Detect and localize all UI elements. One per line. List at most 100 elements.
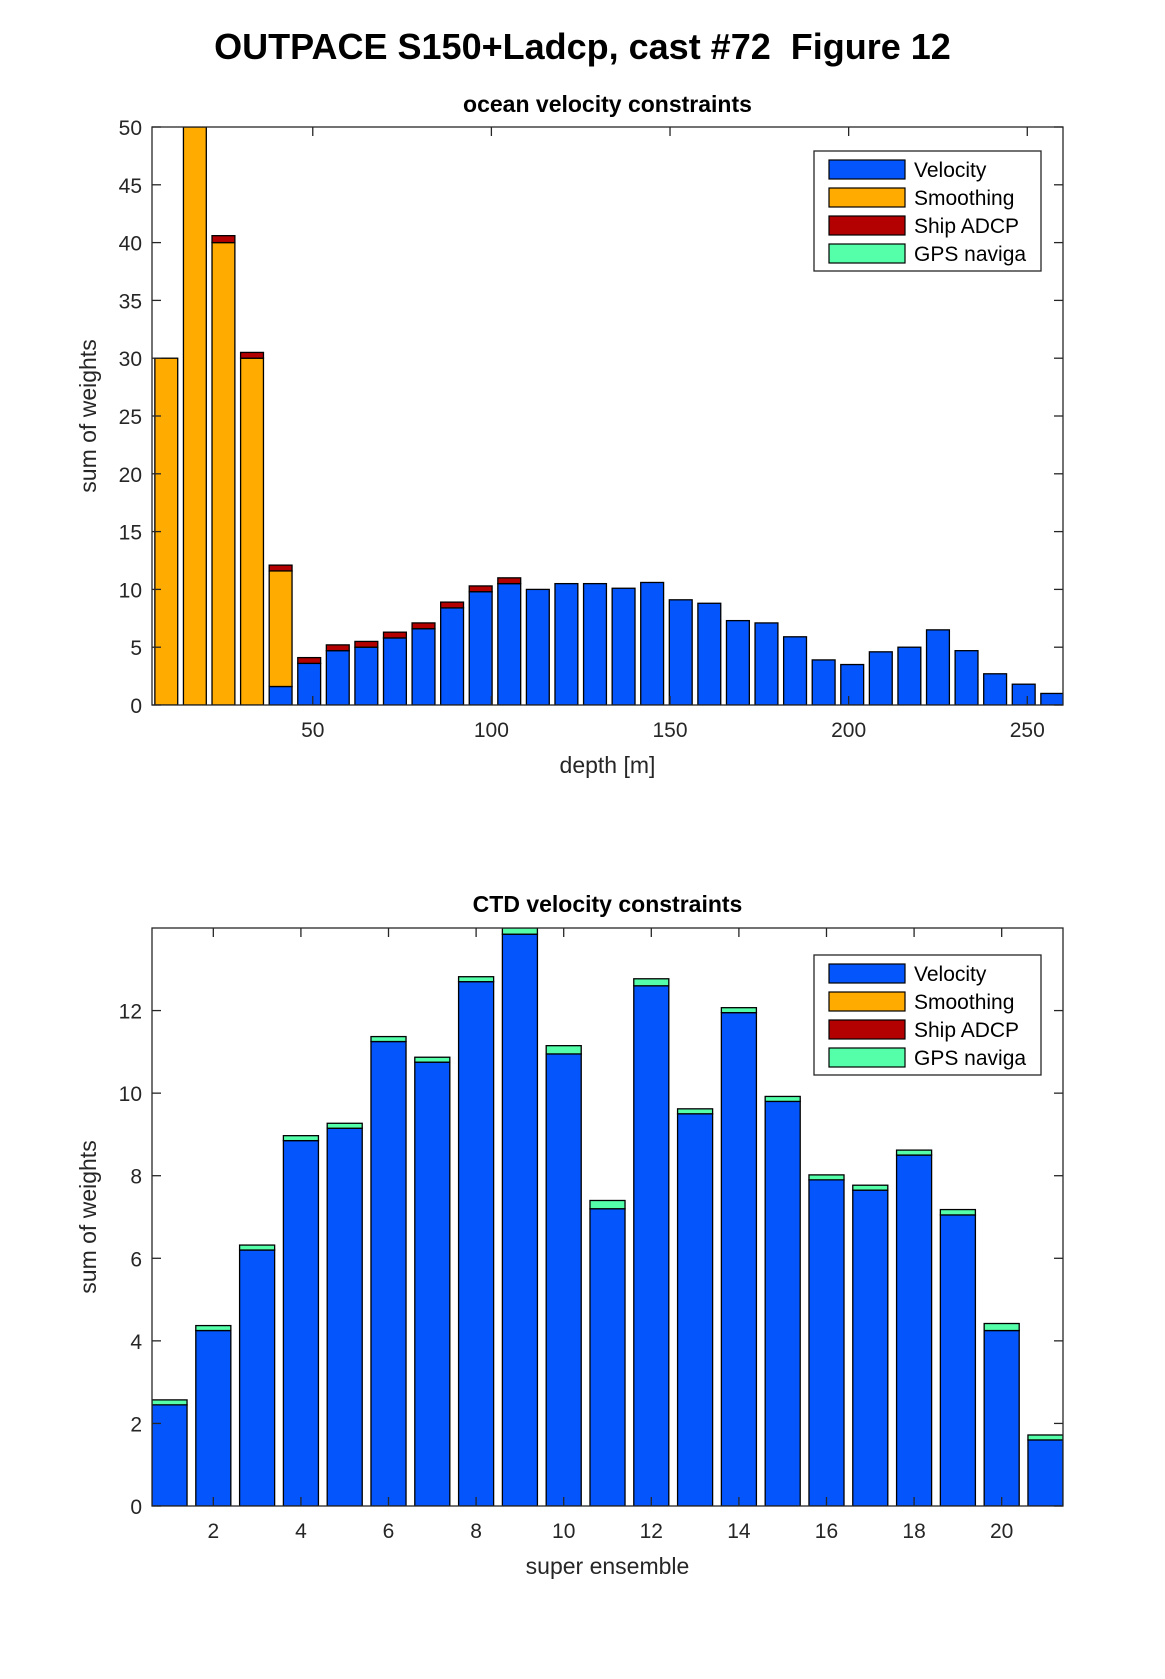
- x-axis-label: super ensemble: [526, 1553, 690, 1579]
- y-tick-label: 20: [119, 464, 142, 487]
- legend-swatch: [828, 159, 906, 180]
- bar-gps-navigation: [808, 1174, 845, 1181]
- bar-smoothing: [211, 241, 236, 705]
- x-axis-label: depth [m]: [560, 752, 656, 778]
- bar-gps-navigation: [282, 1135, 320, 1142]
- x-tick-label: 18: [902, 1520, 925, 1543]
- y-axis-label: sum of weights: [75, 339, 101, 492]
- bar-ship-adcp: [497, 577, 522, 585]
- bar-velocity: [501, 933, 539, 1506]
- bar-velocity: [852, 1189, 889, 1506]
- bar-gps-navigation: [983, 1322, 1020, 1332]
- bar-velocity: [611, 587, 636, 705]
- bar-gps-navigation: [195, 1324, 232, 1332]
- bar-gps-navigation: [764, 1095, 801, 1103]
- legend: Velocity Smoothing Ship ADCP GPS naviga: [813, 954, 1042, 1076]
- bar-gps-navigation: [545, 1045, 582, 1055]
- bar-gps-navigation: [152, 1399, 188, 1406]
- bar-velocity: [764, 1100, 801, 1506]
- figure-title: OUTPACE S150+Ladcp, cast #72 Figure 12: [214, 26, 951, 67]
- bar-gps-navigation: [676, 1108, 714, 1115]
- bar-velocity: [457, 981, 495, 1506]
- legend-entry: Smoothing: [914, 991, 1014, 1014]
- bar-velocity: [640, 581, 665, 705]
- bar-velocity: [983, 1329, 1020, 1506]
- bar-velocity: [725, 619, 750, 705]
- bars: [152, 928, 1063, 1506]
- x-tick-label: 250: [1010, 719, 1045, 742]
- bar-gps-navigation: [501, 928, 539, 935]
- bar-ship-adcp: [411, 622, 436, 630]
- bar-velocity: [545, 1053, 582, 1506]
- bar-velocity: [676, 1113, 714, 1506]
- bar-velocity: [840, 663, 865, 705]
- x-tick-label: 14: [727, 1520, 751, 1543]
- y-tick-label: 5: [130, 637, 142, 660]
- bar-velocity: [326, 1127, 363, 1506]
- bar-ship-adcp: [211, 235, 236, 244]
- legend-entry: Ship ADCP: [914, 1019, 1019, 1042]
- bar-ship-adcp: [354, 640, 379, 648]
- y-axis-label: sum of weights: [75, 1140, 101, 1293]
- x-tick-label: 16: [815, 1520, 838, 1543]
- y-tick-label: 25: [119, 406, 142, 429]
- bar-smoothing: [239, 357, 265, 705]
- x-tick-label: 10: [552, 1520, 575, 1543]
- bar-velocity: [754, 622, 779, 705]
- bar-gps-navigation: [457, 976, 495, 983]
- bar-gps-navigation: [326, 1122, 363, 1129]
- legend-entry: GPS naviga: [914, 1047, 1026, 1070]
- bar-velocity: [668, 599, 693, 705]
- bar-gps-navigation: [1027, 1434, 1063, 1441]
- axes-title: ocean velocity constraints: [463, 91, 752, 117]
- bar-velocity: [195, 1329, 232, 1506]
- bar-velocity: [152, 1404, 188, 1506]
- bar-velocity: [582, 582, 608, 705]
- y-tick-label: 15: [119, 522, 142, 545]
- legend-swatch: [828, 215, 906, 236]
- bar-velocity: [954, 650, 979, 705]
- x-tick-label: 200: [831, 719, 866, 742]
- bar-gps-navigation: [939, 1208, 977, 1216]
- y-tick-label: 10: [119, 579, 142, 602]
- bar-gps-navigation: [720, 1007, 758, 1014]
- y-tick-label: 0: [130, 1496, 142, 1519]
- chart-1: 50 100 150 200 250 0 5 10 15 20 25 30 35 40 45 50 ocean …: [75, 91, 1064, 778]
- bar-velocity: [897, 646, 922, 705]
- bar-velocity: [325, 650, 350, 705]
- bar-velocity: [354, 646, 379, 705]
- bar-gps-navigation: [238, 1244, 276, 1251]
- bar-velocity: [1040, 692, 1063, 705]
- y-tick-label: 30: [119, 348, 142, 371]
- bar-velocity: [1027, 1439, 1063, 1506]
- bar-velocity: [782, 636, 808, 705]
- chart-2: 2 4 6 8 10 12 14 16 18 20 0 2 4 6 8 10 12 CTD velocity co…: [75, 891, 1064, 1579]
- legend: Velocity Smoothing Ship ADCP GPS naviga: [813, 150, 1042, 272]
- bar-gps-navigation: [895, 1149, 933, 1156]
- bar-velocity: [497, 582, 522, 705]
- axes-box: [151, 927, 1064, 1507]
- legend-swatch: [828, 1047, 906, 1068]
- y-tick-label: 50: [119, 117, 142, 140]
- bar-smoothing: [182, 127, 207, 705]
- x-tick-label: 8: [470, 1520, 482, 1543]
- y-tick-label: 6: [130, 1248, 142, 1271]
- legend-swatch: [828, 963, 906, 984]
- bar-velocity: [297, 662, 322, 705]
- legend-swatch: [828, 187, 906, 208]
- bar-gps-navigation: [370, 1035, 407, 1043]
- bar-ship-adcp: [382, 631, 408, 639]
- bar-gps-navigation: [633, 978, 670, 987]
- bar-velocity: [633, 985, 670, 1506]
- legend-swatch: [828, 243, 906, 264]
- bar-velocity: [382, 637, 408, 705]
- bar-velocity: [554, 582, 579, 705]
- y-tick-label: 35: [119, 290, 142, 313]
- bar-velocity: [720, 1011, 758, 1506]
- x-tick-label: 100: [474, 719, 509, 742]
- legend-entry: Velocity: [914, 159, 987, 182]
- x-tick-label: 150: [652, 719, 687, 742]
- bar-velocity: [370, 1040, 407, 1506]
- legend-entry: GPS naviga: [914, 243, 1026, 266]
